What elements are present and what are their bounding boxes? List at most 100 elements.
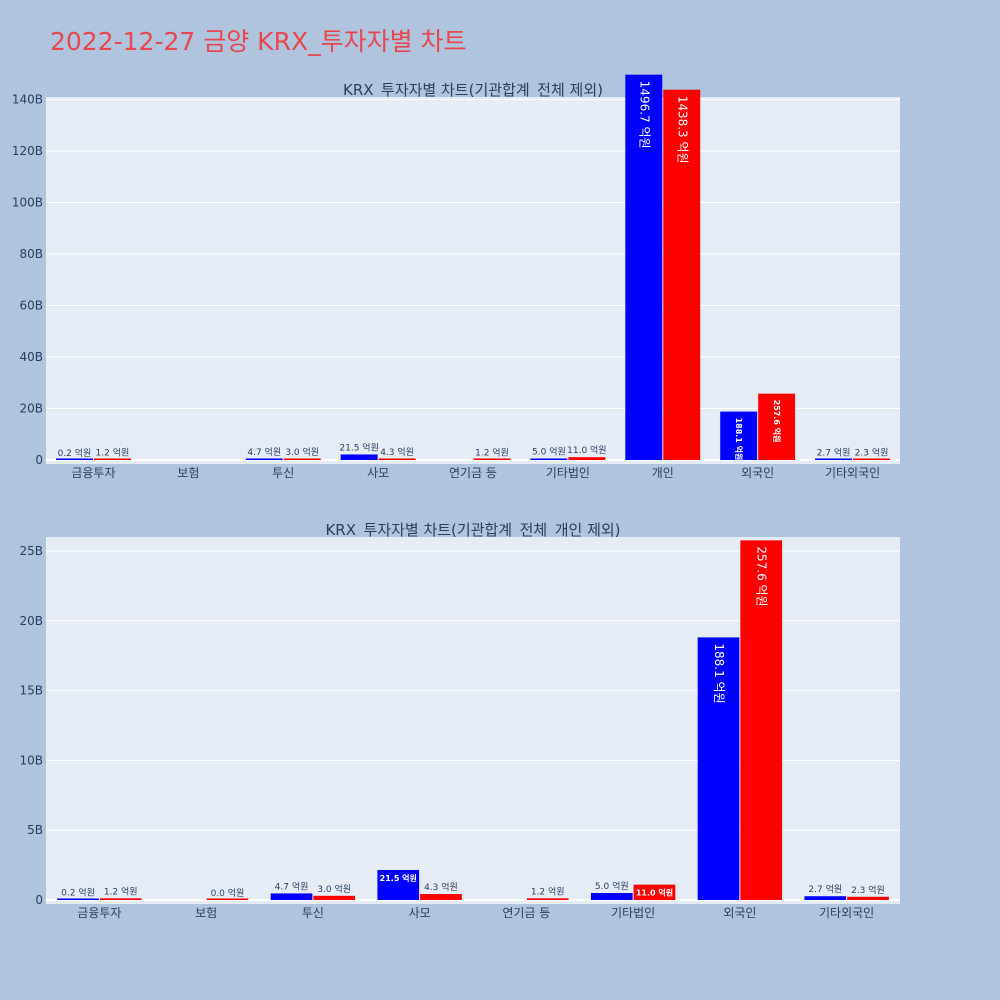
bar (590, 893, 633, 900)
x-tick-label: 금융투자 (71, 466, 115, 480)
bar-label: 5.0 억원 (595, 880, 629, 892)
x-tick-label: 외국인 (723, 906, 756, 920)
x-tick-label: 연기금 등 (502, 906, 550, 920)
bar (420, 893, 462, 900)
bar-label: 2.3 억원 (855, 446, 889, 458)
x-axis: 금융투자 보험 투신 사모 연기금 등 기타법인 개인 외국인 기타외국인 (71, 466, 880, 480)
bar-label: 188.1 억원 (712, 643, 726, 703)
y-tick-label: 80B (19, 247, 43, 261)
bar-label: 11.0 억원 (636, 888, 673, 898)
bar-label: 1.2 억원 (104, 885, 138, 897)
y-tick-label: 0 (35, 453, 43, 467)
x-tick-label: 개인 (652, 466, 674, 480)
bar (99, 898, 142, 900)
y-tick-label: 60B (19, 299, 43, 313)
bar (245, 458, 283, 460)
y-tick-label: 20B (19, 402, 43, 416)
x-tick-label: 투신 (272, 466, 294, 480)
chart-title: KRX_투자자별 차트(기관합계_전체_개인 제외) (325, 521, 620, 540)
y-tick-label: 100B (12, 196, 43, 210)
bar (530, 458, 568, 460)
bar (206, 898, 249, 900)
bar-label: 257.6 억원 (755, 546, 769, 606)
bar (340, 454, 378, 460)
bar-label: 4.3 억원 (424, 881, 458, 893)
y-tick-label: 15B (19, 684, 43, 698)
bar (625, 74, 663, 461)
bar-label: 1.2 억원 (475, 447, 509, 459)
bar-label: 5.0 억원 (532, 446, 566, 458)
y-tick-label: 120B (12, 144, 43, 158)
bar-label: 1438.3 억원 (675, 96, 689, 164)
x-tick-label: 연기금 등 (449, 466, 497, 480)
y-axis: 0 5B 10B 15B 20B 25B (19, 544, 43, 907)
y-tick-label: 0 (35, 893, 43, 907)
bar-labels: 0.2 억원 1.2 억원 0.0 억원 4.7 억원 3.0 억원 21.5 억원 4.3… (61, 546, 885, 899)
x-tick-label: 보험 (177, 466, 199, 480)
bar-label: 2.7 억원 (817, 446, 851, 458)
bar-label: 0.0 억원 (211, 887, 245, 899)
bar (378, 458, 416, 460)
bar-label: 1.2 억원 (96, 447, 130, 459)
bar-label: 3.0 억원 (285, 446, 319, 458)
bar-label: 257.6 억원 (772, 400, 782, 443)
chart-2: KRX_투자자별 차트(기관합계_전체_개인 제외) 0.2 억원 1.2 억원 0… (19, 521, 900, 920)
bar-label: 2.3 억원 (851, 884, 885, 896)
bar-label: 4.7 억원 (275, 880, 309, 892)
bar-label: 21.5 억원 (380, 873, 417, 883)
bar (853, 458, 891, 460)
bar (270, 893, 313, 900)
chart-1: KRX_투자자별 차트(기관합계_전체 제외) 0.2 억원 1.2 억원 4.7 … (12, 74, 900, 480)
x-tick-label: 외국인 (741, 466, 774, 480)
page-title: 2022-12-27 금양 KRX_투자자별 차트 (50, 27, 467, 56)
x-tick-label: 투신 (302, 906, 324, 920)
bar (697, 637, 740, 900)
y-tick-label: 10B (19, 753, 43, 767)
bar (568, 457, 606, 460)
x-tick-label: 보험 (195, 906, 217, 920)
bar (313, 895, 356, 900)
x-tick-label: 기타법인 (611, 906, 655, 920)
bar (633, 884, 676, 900)
x-tick-label: 기타법인 (546, 466, 590, 480)
bar (804, 896, 847, 900)
x-tick-label: 사모 (409, 906, 431, 920)
bar (758, 393, 796, 460)
bar (377, 869, 420, 900)
x-axis: 금융투자 보험 투신 사모 연기금 등 기타법인 외국인 기타외국인 (77, 906, 874, 920)
bar-label: 2.7 억원 (808, 883, 842, 895)
bar (473, 458, 511, 460)
bar-label: 1496.7 억원 (637, 81, 651, 149)
bar-label: 4.3 억원 (380, 446, 414, 458)
bar-label: 188.1 억원 (734, 418, 744, 461)
bar (720, 411, 758, 460)
bar (847, 896, 889, 900)
bar (815, 458, 853, 460)
bar-label: 11.0 억원 (567, 444, 606, 456)
bars (57, 540, 889, 900)
chart-title: KRX_투자자별 차트(기관합계_전체 제외) (343, 81, 603, 100)
x-tick-label: 사모 (367, 466, 389, 480)
bar-label: 0.2 억원 (58, 447, 92, 459)
plot-area (46, 97, 900, 464)
bar (57, 898, 99, 900)
y-axis: 0 20B 40B 60B 80B 100B 120B 140B (12, 93, 43, 467)
bar (93, 458, 131, 460)
y-tick-label: 140B (12, 93, 43, 107)
x-tick-label: 기타외국인 (819, 906, 874, 920)
bar (283, 458, 321, 460)
y-tick-label: 5B (27, 823, 43, 837)
x-tick-label: 금융투자 (77, 906, 121, 920)
y-tick-label: 20B (19, 614, 43, 628)
bar-label: 1.2 억원 (531, 885, 565, 897)
bar-label: 3.0 억원 (317, 883, 351, 895)
bar (55, 458, 93, 460)
y-tick-label: 25B (19, 544, 43, 558)
bar (740, 540, 783, 900)
bar (526, 898, 569, 900)
bar-label: 0.2 억원 (61, 887, 95, 899)
bar (663, 89, 701, 460)
bar-label: 4.7 억원 (247, 446, 281, 458)
bars (55, 74, 891, 461)
bar-labels: 0.2 억원 1.2 억원 4.7 억원 3.0 억원 21.5 억원 4.3 억원 1.2… (58, 81, 889, 461)
